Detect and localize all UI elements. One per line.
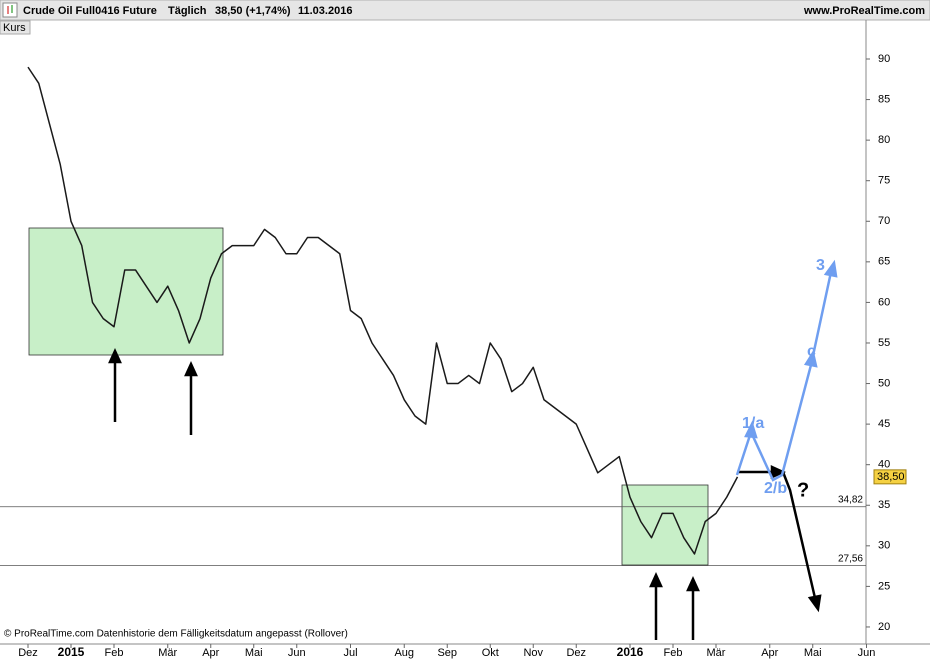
x-tick-label: Mär — [707, 647, 726, 659]
wave-label: 1/a — [742, 415, 764, 432]
footer: © ProRealTime.com Datenhistorie dem Fäll… — [4, 629, 348, 640]
last-price-label: 38,50 — [877, 471, 905, 483]
x-tick-label: Jul — [343, 647, 357, 659]
y-tick-label: 25 — [878, 580, 890, 592]
x-tick-label: 2015 — [58, 645, 85, 659]
arrow-head — [823, 259, 838, 278]
last-price-badge — [873, 469, 907, 485]
x-tick-label: Aug — [394, 647, 414, 659]
y-tick-label: 60 — [878, 296, 890, 308]
y-tick-label: 45 — [878, 418, 890, 430]
x-tick-label: 2016 — [617, 645, 644, 659]
y-tick-label: 55 — [878, 337, 890, 349]
wave-label: 3 — [816, 257, 825, 274]
y-tick-label: 30 — [878, 540, 890, 552]
arrow-head — [770, 465, 787, 479]
arrow — [781, 471, 817, 599]
x-tick-label: Feb — [664, 647, 683, 659]
x-tick-label: Sep — [437, 647, 457, 659]
arrow-head — [108, 347, 122, 364]
arrow-head — [744, 420, 758, 439]
x-tick-label: Okt — [482, 647, 499, 659]
level-label: 34,82 — [838, 494, 863, 505]
price: 38,50 (+1,74%) — [215, 5, 291, 17]
x-tick-label: Apr — [761, 647, 778, 659]
arrow-head — [803, 349, 818, 368]
x-tick-label: Mai — [804, 647, 822, 659]
x-tick-label: Dez — [566, 647, 586, 659]
y-tick-label: 70 — [878, 215, 890, 227]
date: 11.03.2016 — [298, 5, 352, 17]
x-tick-label: Jun — [858, 647, 876, 659]
level-label: 27,56 — [838, 553, 863, 564]
x-tick-label: Jun — [288, 647, 306, 659]
panel-label-box — [0, 20, 31, 35]
icon — [2, 2, 18, 18]
wave-path — [735, 259, 838, 482]
panel-label: Kurs — [3, 22, 26, 34]
x-tick-label: Mai — [245, 647, 263, 659]
site: www.ProRealTime.com — [803, 5, 925, 17]
price-line — [27, 66, 739, 555]
x-tick-label: Apr — [202, 647, 219, 659]
y-tick-label: 40 — [878, 459, 890, 471]
y-tick-label: 35 — [878, 499, 890, 511]
header-bar — [0, 0, 930, 21]
x-tick-label: Dez — [18, 647, 38, 659]
x-tick-label: Nov — [523, 647, 543, 659]
y-tick-label: 75 — [878, 175, 890, 187]
arrow-head — [649, 571, 663, 588]
wave-label: c — [807, 343, 816, 360]
question-mark: ? — [797, 479, 809, 501]
arrow-head — [184, 360, 198, 377]
x-tick-label: Feb — [105, 647, 124, 659]
wave-label: 2/b — [764, 480, 787, 497]
y-tick-label: 20 — [878, 621, 890, 633]
instrument: Crude Oil Full0416 Future — [23, 5, 157, 17]
wave-line — [735, 271, 833, 482]
y-tick-label: 80 — [878, 134, 890, 146]
range-box — [28, 227, 224, 356]
y-tick-label: 65 — [878, 256, 890, 268]
arrow-head — [686, 575, 700, 592]
y-tick-label: 50 — [878, 377, 890, 389]
x-tick-label: Mär — [158, 647, 177, 659]
y-tick-label: 90 — [878, 53, 890, 65]
y-tick-label: 85 — [878, 93, 890, 105]
interval: Täglich — [168, 5, 207, 17]
arrow-head — [807, 594, 822, 613]
arrows — [108, 347, 822, 640]
